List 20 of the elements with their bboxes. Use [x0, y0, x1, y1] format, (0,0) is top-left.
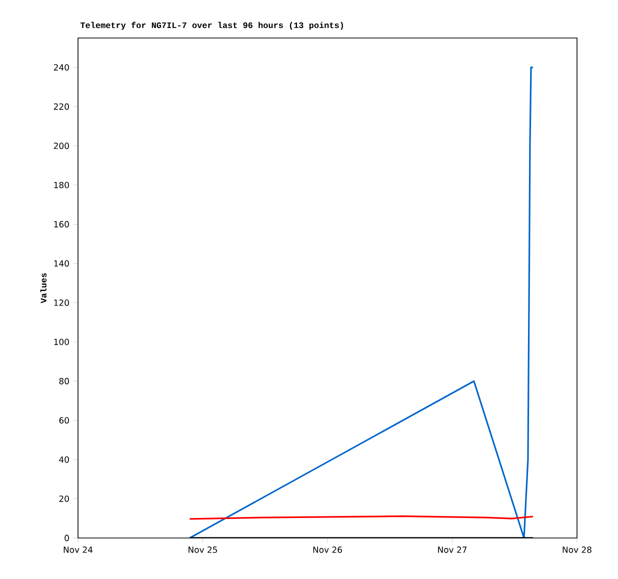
chart-title: Telemetry for NG7IL-7 over last 96 hours (13 points) [80, 22, 343, 30]
y-axis-title: Values [40, 273, 46, 304]
y-tick-label: 60 [59, 417, 69, 424]
y-tick-label: 220 [54, 103, 69, 110]
y-tick-label: 120 [54, 299, 69, 306]
y-tick-label: 80 [59, 378, 69, 384]
y-tick-label: 180 [54, 182, 69, 188]
y-tick-label: 100 [54, 338, 69, 346]
x-tick-label: Nov 24 [64, 546, 93, 553]
x-tick-label: Nov 28 [562, 546, 592, 553]
y-tick-label: 40 [59, 456, 69, 463]
y-tick-label: 0 [64, 534, 69, 542]
y-tick-label: 160 [54, 221, 69, 228]
y-tick-label: 200 [54, 142, 69, 150]
x-tick-label: Nov 27 [438, 546, 467, 553]
y-tick-label: 140 [54, 260, 69, 267]
y-tick-label: 240 [54, 64, 69, 71]
x-tick-label: Nov 26 [313, 546, 342, 553]
y-tick-label: 20 [59, 496, 69, 502]
x-tick-label: Nov 25 [188, 546, 217, 553]
